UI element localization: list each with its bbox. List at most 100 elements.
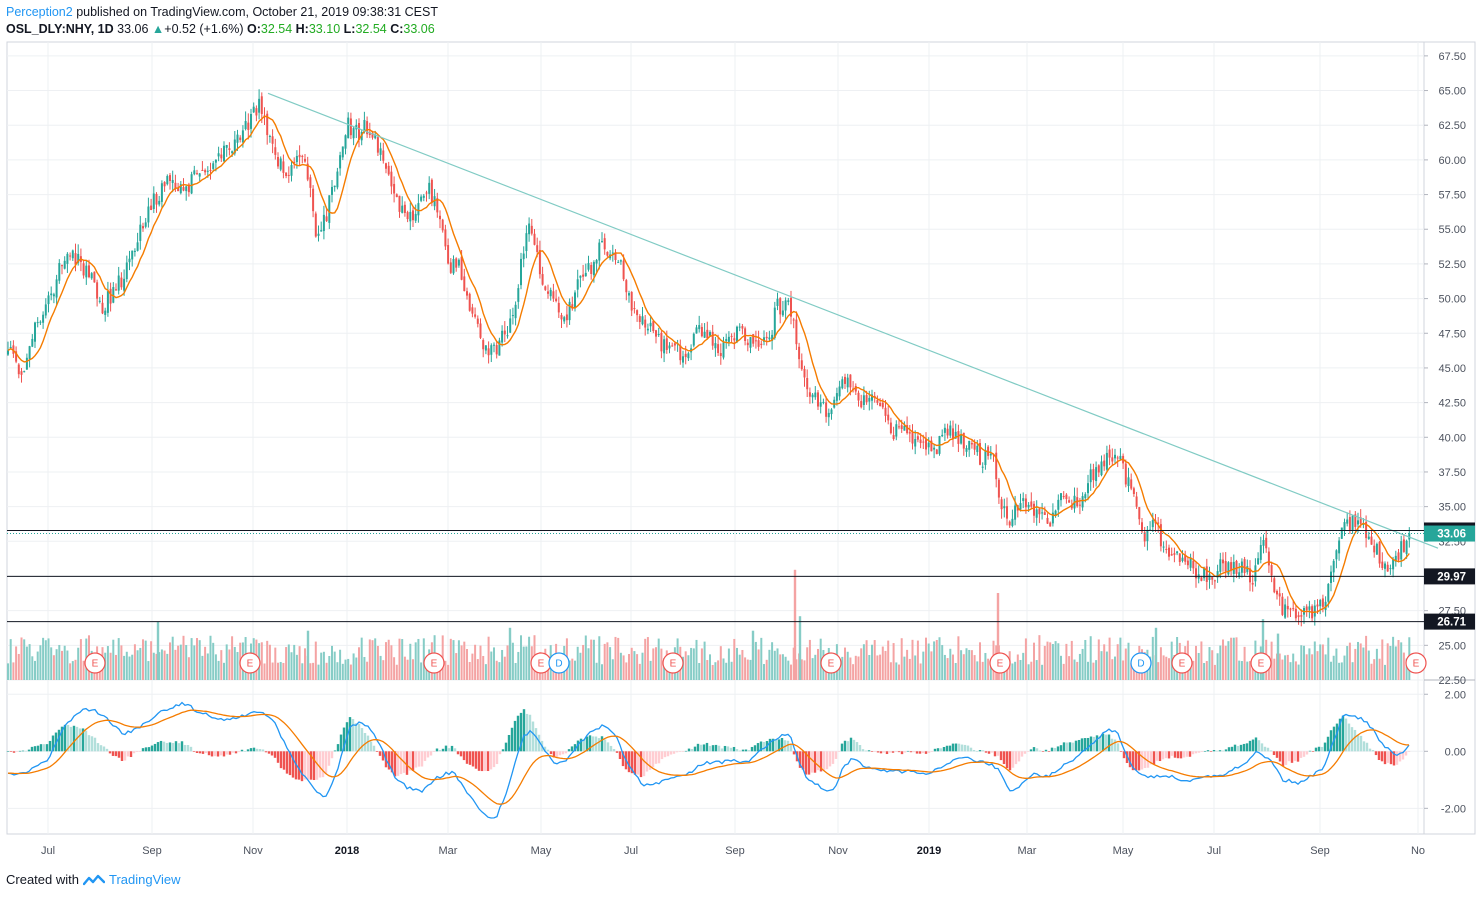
- volume-bar: [374, 638, 377, 680]
- resistance-trendline: [267, 92, 1439, 549]
- candle-body: [1084, 494, 1087, 499]
- candle-body: [563, 317, 566, 322]
- macd-histogram-bar: [537, 734, 541, 752]
- volume-bar: [42, 637, 45, 680]
- candle-body: [279, 158, 282, 170]
- candle-body: [1381, 561, 1384, 569]
- candle-body: [684, 353, 687, 358]
- candle-body: [757, 340, 760, 347]
- candle-body: [730, 335, 733, 337]
- dividend-marker[interactable]: [1130, 652, 1152, 674]
- dividend-marker[interactable]: [548, 652, 570, 674]
- earnings-marker[interactable]: [989, 652, 1011, 674]
- earnings-marker[interactable]: [1171, 652, 1193, 674]
- candle-body: [436, 198, 439, 213]
- volume-bar: [1324, 654, 1327, 680]
- volume-bar: [160, 649, 163, 680]
- price-tick-label: 42.50: [1438, 398, 1466, 410]
- candle-body: [1057, 499, 1060, 510]
- candle-body: [603, 238, 606, 250]
- macd-histogram-bar: [855, 742, 859, 752]
- candle-body: [838, 386, 841, 397]
- volume-bar: [115, 654, 117, 680]
- macd-histogram-bar: [267, 751, 271, 754]
- volume-bar: [574, 660, 576, 680]
- volume-bar: [649, 660, 652, 680]
- volume-bar: [528, 636, 531, 680]
- earnings-marker[interactable]: [239, 652, 261, 674]
- earnings-marker[interactable]: [84, 652, 106, 674]
- candle-body: [1143, 532, 1146, 542]
- macd-histogram-bar: [711, 745, 715, 752]
- earnings-marker[interactable]: [1250, 652, 1272, 674]
- candle-body: [1397, 552, 1400, 560]
- candle-body: [1375, 543, 1378, 555]
- earnings-marker[interactable]: [662, 652, 684, 674]
- earnings-marker[interactable]: [1405, 652, 1427, 674]
- candle-body: [93, 271, 96, 283]
- volume-bar: [1281, 659, 1284, 680]
- candle-body: [1135, 496, 1138, 507]
- candle-body: [1343, 522, 1346, 531]
- candle-body: [285, 172, 288, 176]
- macd-histogram-bar: [975, 751, 979, 752]
- volume-bar: [325, 662, 328, 680]
- volume-bar: [1381, 639, 1384, 680]
- volume-bar: [82, 660, 85, 680]
- macd-histogram-bar: [315, 751, 319, 780]
- macd-histogram-bar: [717, 745, 721, 752]
- macd-histogram-bar: [21, 750, 25, 752]
- volume-bar: [725, 662, 728, 680]
- volume-bar: [763, 664, 765, 680]
- macd-histogram-bar: [780, 738, 784, 752]
- macd-histogram-bar: [228, 751, 232, 755]
- macd-histogram-bar: [1173, 751, 1177, 758]
- volume-bar: [611, 659, 614, 680]
- macd-histogram-bar: [48, 740, 52, 752]
- macd-histogram-bar: [36, 745, 40, 752]
- earnings-marker[interactable]: [820, 652, 842, 674]
- earnings-marker[interactable]: [423, 652, 445, 674]
- candle-body: [66, 253, 69, 264]
- volume-bar: [852, 664, 855, 680]
- macd-histogram-bar: [1260, 743, 1264, 752]
- volume-bar: [949, 648, 952, 680]
- macd-histogram-bar: [411, 751, 415, 771]
- candle-body: [1216, 571, 1219, 578]
- symbol-label[interactable]: OSL_DLY:NHY, 1D: [6, 22, 114, 36]
- candle-body: [538, 249, 541, 275]
- author-link[interactable]: Perception2: [6, 5, 73, 19]
- tradingview-brand-link[interactable]: TradingView: [108, 872, 181, 887]
- candle-body: [798, 346, 801, 360]
- candle-body: [1097, 465, 1100, 473]
- macd-histogram-bar: [387, 751, 391, 770]
- macd-histogram-bar: [1224, 749, 1228, 752]
- candle-body: [1114, 454, 1116, 459]
- macd-histogram-bar: [873, 751, 877, 752]
- macd-histogram-bar: [1266, 747, 1270, 752]
- macd-histogram-bar: [777, 739, 781, 752]
- macd-histogram-bar: [1368, 748, 1372, 752]
- macd-histogram-bar: [816, 751, 820, 771]
- macd-histogram-bar: [699, 744, 703, 752]
- candle-body: [58, 263, 61, 281]
- macd-histogram-bar: [1050, 747, 1054, 752]
- macd-histogram-bar: [705, 742, 709, 752]
- candle-body: [152, 193, 155, 209]
- volume-bar: [63, 645, 66, 680]
- macd-histogram-bar: [42, 744, 46, 752]
- candle-body: [517, 288, 520, 302]
- volume-bar: [973, 655, 976, 680]
- candle-body: [133, 250, 136, 253]
- date-label: May: [531, 845, 552, 857]
- volume-bar: [420, 662, 423, 680]
- macd-histogram-bar: [837, 751, 841, 752]
- macd-histogram-bar: [882, 751, 886, 753]
- macd-histogram-bar: [1374, 751, 1378, 756]
- macd-histogram-bar: [309, 751, 313, 780]
- candle-body: [1041, 512, 1044, 514]
- candle-body: [317, 233, 320, 236]
- volume-bar: [466, 649, 468, 680]
- volume-bar: [17, 653, 20, 680]
